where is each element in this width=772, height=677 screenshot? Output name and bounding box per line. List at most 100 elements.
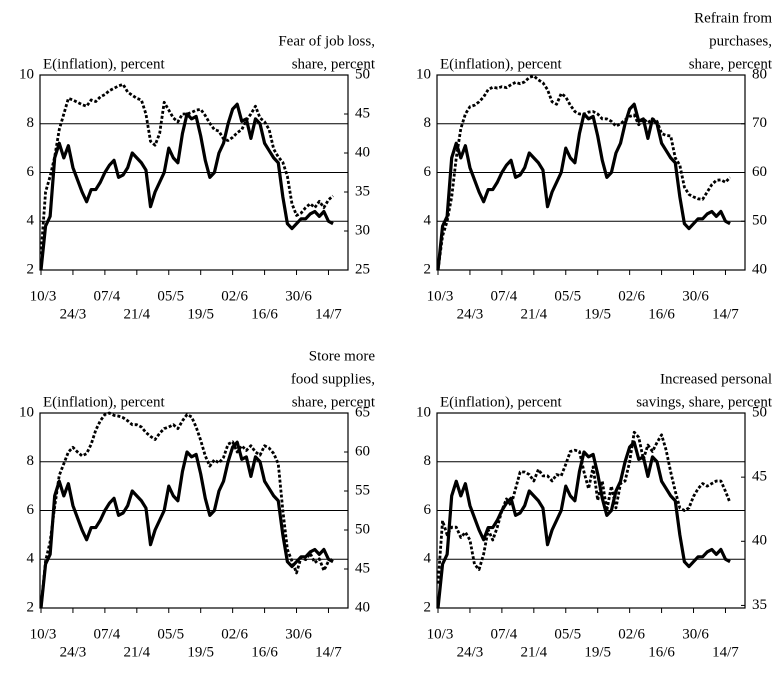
x-tick-label: 10/3 (427, 626, 454, 642)
x-tick-label: 07/4 (491, 288, 518, 304)
y2-tick-label: 40 (355, 599, 370, 615)
y2-tick-label: 55 (355, 482, 370, 498)
plot-frame (436, 74, 746, 271)
y2-tick-label: 35 (752, 597, 767, 613)
x-tick-label: 19/5 (187, 644, 214, 660)
y-axis-label: E(inflation), percent (440, 56, 562, 72)
plot-frame (436, 412, 746, 609)
x-tick-label: 05/5 (554, 288, 581, 304)
y2-axis-label: Fear of job loss, (278, 33, 375, 49)
y-tick-label: 6 (27, 502, 35, 518)
y-tick-label: 2 (424, 599, 432, 615)
y2-axis-label: purchases, (709, 33, 772, 49)
y2-axis-label: Increased personal (660, 371, 772, 387)
y2-tick-label: 50 (355, 521, 370, 537)
y-tick-label: 10 (416, 66, 431, 82)
y-tick-label: 10 (19, 66, 34, 82)
y2-tick-label: 30 (355, 222, 370, 238)
y2-axis-label: savings, share, percent (636, 394, 772, 410)
y-tick-label: 4 (424, 551, 432, 567)
x-tick-label: 02/6 (221, 626, 248, 642)
x-tick-label: 21/4 (123, 644, 150, 660)
y-tick-label: 2 (424, 261, 432, 277)
x-tick-label: 24/3 (60, 644, 87, 660)
y-axis-label: E(inflation), percent (43, 56, 165, 72)
series-line (436, 74, 732, 271)
x-tick-label: 07/4 (94, 288, 121, 304)
x-tick-label: 24/3 (457, 306, 484, 322)
x-tick-label: 30/6 (285, 288, 312, 304)
series-line (436, 102, 731, 271)
y2-axis-label: Store more (309, 348, 376, 364)
x-tick-label: 24/3 (60, 306, 87, 322)
x-tick-label: 05/5 (157, 626, 184, 642)
y-tick-label: 6 (424, 502, 432, 518)
y-axis-label: E(inflation), percent (43, 394, 165, 410)
x-tick-label: 30/6 (682, 626, 709, 642)
y2-tick-label: 60 (355, 443, 370, 459)
y-tick-label: 4 (27, 551, 35, 567)
series-line (436, 430, 732, 584)
x-tick-label: 30/6 (285, 626, 312, 642)
x-tick-label: 21/4 (520, 306, 547, 322)
y2-tick-label: 25 (355, 261, 370, 277)
y2-axis-label: share, percent (292, 394, 376, 410)
series-line (39, 411, 334, 609)
x-tick-label: 19/5 (584, 644, 611, 660)
y2-tick-label: 45 (355, 560, 370, 576)
series-line (436, 440, 731, 609)
series-line (39, 102, 334, 271)
x-tick-label: 10/3 (427, 288, 454, 304)
y2-axis-label: Refrain from (694, 10, 772, 26)
x-tick-label: 14/7 (315, 306, 342, 322)
series-line (39, 440, 334, 609)
x-tick-label: 14/7 (712, 306, 739, 322)
y-tick-label: 2 (27, 261, 35, 277)
x-tick-label: 16/6 (648, 306, 675, 322)
y2-tick-label: 40 (752, 533, 767, 549)
x-tick-label: 24/3 (457, 644, 484, 660)
x-tick-label: 16/6 (251, 306, 278, 322)
y-tick-label: 2 (27, 599, 35, 615)
x-tick-label: 16/6 (251, 644, 278, 660)
y2-tick-label: 45 (752, 469, 767, 485)
y2-tick-label: 45 (355, 105, 370, 121)
y2-tick-label: 65 (355, 404, 370, 420)
x-tick-label: 07/4 (94, 626, 121, 642)
x-tick-label: 02/6 (618, 288, 645, 304)
plot-frame (39, 74, 349, 271)
y2-tick-label: 35 (355, 183, 370, 199)
y2-tick-label: 80 (752, 66, 767, 82)
x-tick-label: 14/7 (712, 644, 739, 660)
x-tick-label: 19/5 (187, 306, 214, 322)
y2-tick-label: 40 (752, 261, 767, 277)
y-axis-label: E(inflation), percent (440, 394, 562, 410)
y2-axis-label: share, percent (689, 56, 772, 72)
x-tick-label: 19/5 (584, 306, 611, 322)
y-tick-label: 4 (424, 213, 432, 229)
x-tick-label: 14/7 (315, 644, 342, 660)
y2-axis-label: share, percent (292, 56, 376, 72)
x-tick-label: 30/6 (682, 288, 709, 304)
y-tick-label: 6 (424, 164, 432, 180)
x-tick-label: 07/4 (491, 626, 518, 642)
x-tick-label: 10/3 (30, 288, 57, 304)
x-tick-label: 21/4 (520, 644, 547, 660)
x-tick-label: 10/3 (30, 626, 57, 642)
x-tick-label: 05/5 (554, 626, 581, 642)
y-tick-label: 10 (19, 404, 34, 420)
x-tick-label: 21/4 (123, 306, 150, 322)
y2-tick-label: 50 (752, 404, 767, 420)
y-tick-label: 8 (424, 453, 432, 469)
y-tick-label: 6 (27, 164, 35, 180)
y2-axis-label: food supplies, (291, 371, 375, 387)
y-tick-label: 8 (424, 115, 432, 131)
y2-tick-label: 40 (355, 144, 370, 160)
x-tick-label: 02/6 (618, 626, 645, 642)
plot-frame (39, 412, 349, 609)
y-tick-label: 8 (27, 115, 35, 131)
series-line (39, 82, 334, 255)
y-tick-label: 10 (416, 404, 431, 420)
y-tick-label: 8 (27, 453, 35, 469)
